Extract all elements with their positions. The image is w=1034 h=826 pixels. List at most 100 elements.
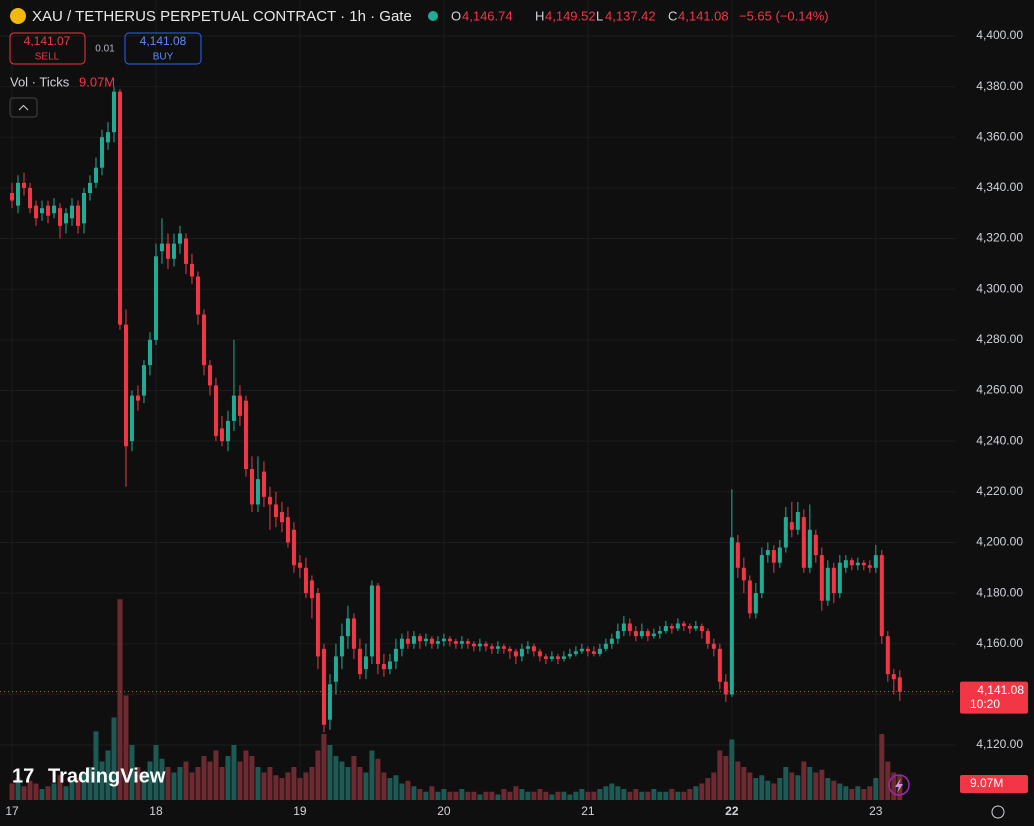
candle-body	[675, 623, 680, 629]
candle-body	[807, 529, 812, 568]
volume-bar	[453, 791, 459, 800]
candle-body	[525, 646, 530, 649]
grid	[0, 0, 955, 800]
volume-bar	[789, 772, 795, 800]
candle-body	[405, 638, 410, 644]
volume-bar	[297, 778, 303, 800]
collapse-button[interactable]	[9, 97, 38, 118]
candle-body	[747, 580, 752, 614]
x-tick-label: 21	[581, 804, 595, 818]
volume-bar	[549, 794, 555, 800]
volume-bar	[225, 756, 231, 800]
settings-icon[interactable]	[991, 805, 1005, 819]
brand-name: TradingView	[48, 765, 166, 787]
candle-body	[363, 656, 368, 670]
volume-bar	[165, 767, 171, 800]
volume-tag-label: 9.07M	[970, 776, 1003, 790]
candle-body	[897, 677, 902, 692]
volume-bar	[189, 772, 195, 800]
candle-body	[783, 517, 788, 548]
candle-body	[429, 638, 434, 644]
volume-bar	[369, 750, 375, 800]
volume-bar	[315, 750, 321, 800]
candle-body	[459, 641, 464, 644]
volume-bar	[639, 791, 645, 800]
volume-bar	[669, 789, 675, 800]
volume-bar	[819, 769, 825, 800]
candle-body	[309, 580, 314, 599]
candle-body	[69, 205, 74, 219]
ohlc-key: H	[535, 8, 544, 23]
candle-body	[291, 529, 296, 566]
candle-body	[777, 547, 782, 563]
sell-label: SELL	[35, 52, 60, 63]
volume-bar	[597, 789, 603, 800]
volume-bar	[51, 783, 57, 800]
volume-bar	[735, 761, 741, 800]
volume-bar	[561, 791, 567, 800]
volume-tag	[960, 775, 1028, 793]
candle-body	[681, 623, 686, 627]
sell-button[interactable]	[9, 32, 86, 65]
volume-bar	[633, 789, 639, 800]
buy-button[interactable]	[124, 32, 202, 65]
volume-bar	[27, 780, 33, 800]
volume-bar	[543, 791, 549, 800]
x-tick-label: 19	[293, 804, 307, 818]
candle-body	[633, 631, 638, 637]
volume-bar	[681, 791, 687, 800]
volume-bar	[375, 758, 381, 800]
volume-bar	[657, 791, 663, 800]
candle-body	[489, 646, 494, 649]
candle-body	[273, 504, 278, 518]
volume-bar	[627, 791, 633, 800]
volume-bar	[555, 791, 561, 800]
candle-body	[111, 91, 116, 133]
volume-bar	[195, 767, 201, 800]
candle-body	[357, 648, 362, 675]
candle-body	[219, 428, 224, 442]
candle-body	[597, 648, 602, 654]
candle-body	[825, 567, 830, 601]
candle-body	[369, 585, 374, 657]
candle-body	[81, 192, 86, 224]
volume-bar	[849, 789, 855, 800]
volume-bar	[339, 761, 345, 800]
candle-body	[573, 651, 578, 654]
candle-body	[51, 205, 56, 214]
candle-body	[27, 187, 32, 209]
candle-body	[393, 648, 398, 662]
volume-bar	[717, 750, 723, 800]
volume-bar	[111, 717, 117, 800]
volume-bar	[537, 789, 543, 800]
volume-bar	[141, 772, 147, 800]
volume-bar	[75, 778, 81, 800]
candle-body	[837, 562, 842, 594]
candle-body	[297, 562, 302, 568]
candle-body	[585, 648, 590, 652]
candle-body	[537, 651, 542, 657]
candle-body	[435, 641, 440, 644]
volume-bar	[9, 783, 15, 800]
volume-bar	[147, 761, 153, 800]
candle-body	[789, 522, 794, 530]
candle-body	[147, 339, 152, 366]
candle-body	[663, 626, 668, 632]
candle-body	[513, 651, 518, 657]
volume-bar	[645, 791, 651, 800]
candle-body	[177, 233, 182, 244]
ohlc-value: 4,149.52	[545, 8, 596, 23]
volume-bar	[585, 791, 591, 800]
candle-body	[195, 276, 200, 315]
y-tick-label: 4,360.00	[976, 129, 1023, 143]
candle-body	[813, 534, 818, 556]
volume-bar	[21, 786, 27, 800]
volume-bar	[255, 767, 261, 800]
volume-bar	[711, 772, 717, 800]
volume-bar	[213, 750, 219, 800]
candle-body	[231, 395, 236, 421]
candle-body	[129, 395, 134, 442]
candle-body	[447, 638, 452, 642]
alert-icon[interactable]	[888, 774, 910, 796]
candle-body	[45, 205, 50, 216]
